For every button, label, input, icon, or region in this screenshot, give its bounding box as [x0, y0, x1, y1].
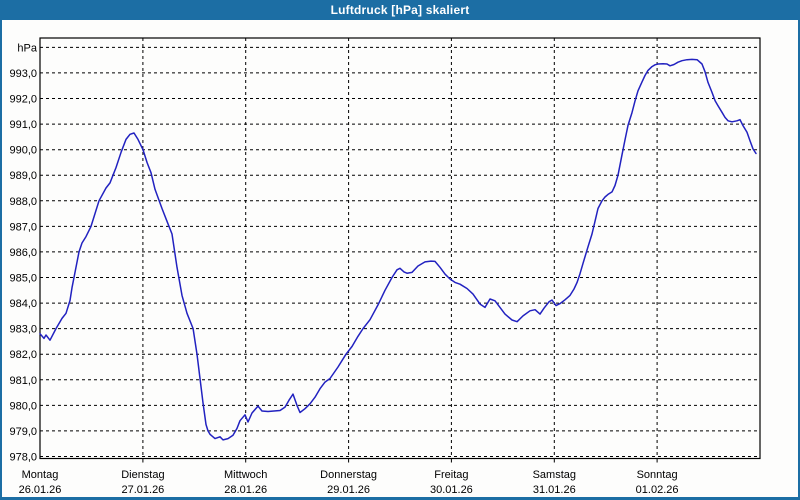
y-axis-tick-label: 984,0: [9, 298, 37, 310]
y-axis-tick-label: 980,0: [9, 400, 37, 412]
y-axis-tick-label: 979,0: [9, 426, 37, 438]
window-title-bar[interactable]: Luftdruck [hPa] skaliert: [0, 0, 800, 20]
y-axis-tick-label: 986,0: [9, 247, 37, 259]
x-axis-day-label: Mittwoch: [224, 469, 267, 481]
x-axis-day-label: Freitag: [434, 469, 468, 481]
y-axis-tick-label: 990,0: [9, 145, 37, 157]
x-axis-date-label: 26.01.26: [19, 484, 62, 496]
y-axis-tick-label: 989,0: [9, 170, 37, 182]
x-axis-day-label: Dienstag: [121, 469, 164, 481]
y-axis-tick-label: 988,0: [9, 196, 37, 208]
chart-content: hPa 993,0 992,0 991,0 990,0 989,0 988,0 987,0 98…: [2, 20, 798, 497]
x-axis-date-label: 31.01.26: [533, 484, 576, 496]
x-axis-day-label: Sonntag: [637, 469, 678, 481]
x-axis-day-label: Samstag: [533, 469, 576, 481]
y-axis-tick-label: 978,0: [9, 452, 37, 464]
x-axis-day-label: Montag: [22, 469, 59, 481]
y-axis-tick-label: 981,0: [9, 375, 37, 387]
y-axis-tick-label: 987,0: [9, 221, 37, 233]
plot-frame: [39, 37, 761, 460]
y-axis-tick-label: 993,0: [9, 68, 37, 80]
x-axis-date-label: 29.01.26: [327, 484, 370, 496]
y-axis-tick-label: 985,0: [9, 273, 37, 285]
x-axis-date-label: 30.01.26: [430, 484, 473, 496]
y-axis-unit-label: hPa: [17, 42, 37, 54]
y-axis-tick-label: 983,0: [9, 324, 37, 336]
y-axis-tick-label: 991,0: [9, 119, 37, 131]
pressure-line-chart: hPa 993,0 992,0 991,0 990,0 989,0 988,0 987,0 98…: [9, 37, 761, 496]
window-title: Luftdruck [hPa] skaliert: [330, 3, 470, 17]
x-axis-date-label: 27.01.26: [121, 484, 164, 496]
x-axis-day-label: Donnerstag: [320, 469, 377, 481]
y-axis-tick-label: 982,0: [9, 349, 37, 361]
y-axis-tick-label: 992,0: [9, 94, 37, 106]
pressure-line: [39, 58, 757, 441]
x-axis-date-label: 01.02.26: [636, 484, 679, 496]
x-axis-date-label: 28.01.26: [224, 484, 267, 496]
